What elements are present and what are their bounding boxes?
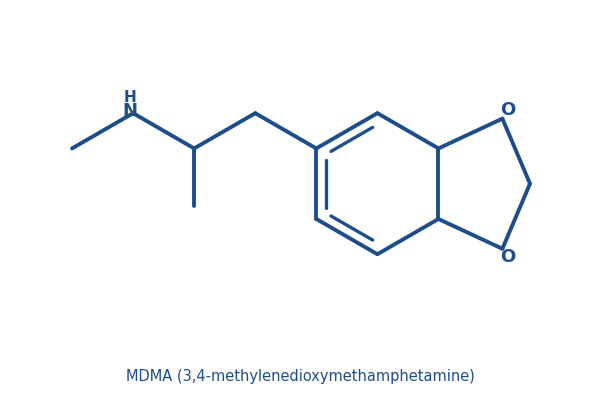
Text: N: N	[122, 102, 137, 120]
Text: H: H	[123, 90, 136, 105]
Text: O: O	[500, 101, 515, 119]
Text: MDMA (3,4-methylenedioxymethamphetamine): MDMA (3,4-methylenedioxymethamphetamine)	[125, 369, 475, 384]
Text: O: O	[500, 248, 515, 266]
